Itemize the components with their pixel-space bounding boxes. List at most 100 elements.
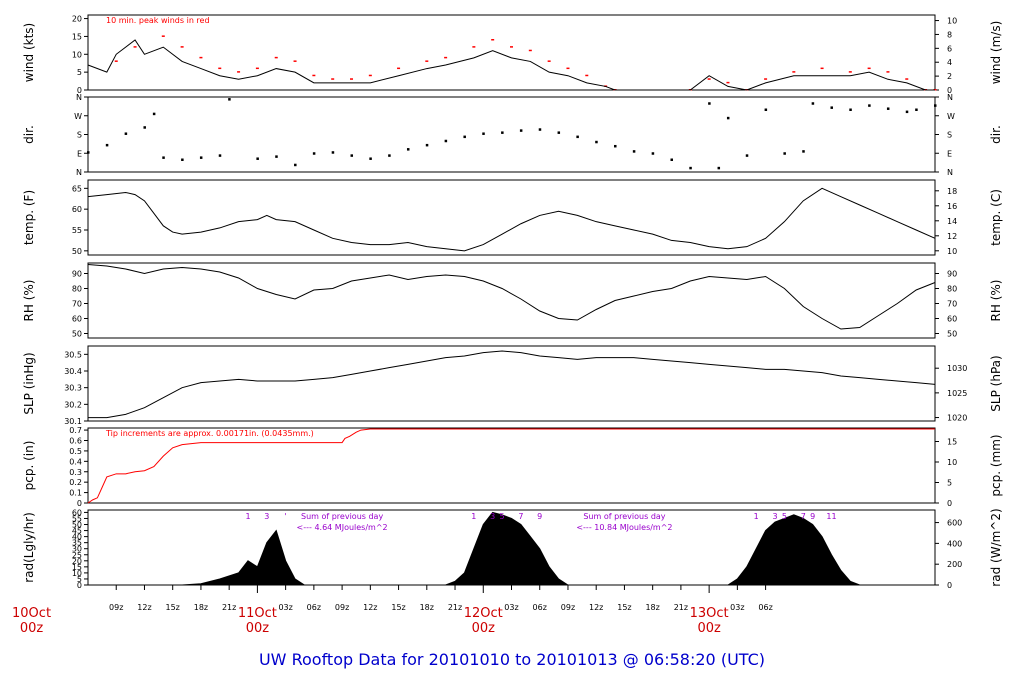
dir-point [105, 143, 109, 147]
ytick-label-rad: 10 [72, 569, 82, 578]
peak-wind-mark [161, 35, 165, 37]
dir-point [632, 150, 636, 153]
ytick-right-label-pcp: 15 [947, 437, 957, 446]
peak-wind-mark [764, 78, 768, 80]
dir-point [670, 158, 673, 161]
day-tick-label: 13Oct [690, 606, 729, 621]
hour-tick-label: 12z [363, 603, 377, 612]
ytick-right-label-wind: 6 [947, 44, 952, 53]
dir-point [595, 140, 598, 144]
day-tick-sub: 00z [697, 621, 721, 636]
dir-point [463, 135, 466, 139]
dir-point [181, 158, 184, 161]
hour-tick-label: 15z [617, 603, 631, 612]
ytick-right-label-rad: 400 [947, 539, 962, 548]
ytick-right-label-rad: 200 [947, 560, 962, 569]
ytick-label-rad: 30 [72, 545, 82, 554]
ytick-right-label-slp: 1030 [947, 364, 967, 373]
dir-point [557, 131, 561, 134]
ytick-label-dir: S [77, 131, 82, 140]
dir-point [934, 104, 937, 107]
ytick-label-rh: 70 [72, 300, 82, 309]
ylabel-left-slp: SLP (inHg) [22, 352, 36, 414]
ytick-label-rad: 5 [77, 575, 82, 584]
solar-hour-mark: 7 [801, 512, 806, 521]
day-tick-label: 11Oct [238, 606, 277, 621]
peak-wind-mark [886, 71, 890, 73]
peak-wind-mark [331, 78, 335, 80]
hour-tick-label: 15z [391, 603, 405, 612]
ytick-label-pcp: 0.1 [69, 489, 82, 498]
dir-point [576, 135, 579, 139]
ytick-label-rad: 20 [72, 557, 82, 566]
hour-tick-label: 09z [109, 603, 123, 612]
ylabel-left-temp: temp. (F) [22, 190, 36, 245]
page-title: UW Rooftop Data for 20101010 to 20101013… [258, 650, 766, 669]
solar-hour-mark: 3 [772, 512, 777, 521]
ytick-label-slp: 30.4 [64, 367, 82, 376]
panel-frame-temp [87, 179, 936, 256]
day-tick-sub: 00z [472, 621, 496, 636]
peak-wind-mark [312, 74, 316, 77]
dir-point [87, 151, 90, 154]
peak-wind-mark [237, 71, 241, 73]
ytick-label-pcp: 0.2 [69, 478, 82, 487]
ytick-label-pcp: 0.6 [69, 437, 82, 446]
ytick-label-slp: 30.2 [64, 400, 82, 409]
dir-point [124, 132, 128, 135]
ytick-right-label-rad: 600 [947, 519, 962, 528]
solar-hour-mark: 3 [264, 512, 269, 521]
ytick-right-label-rh: 60 [947, 315, 957, 324]
ytick-right-label-wind: 8 [947, 30, 952, 39]
ytick-label-rad: 50 [72, 521, 82, 530]
panel-frame-wind [87, 14, 936, 91]
ytick-right-label-rad: 0 [947, 581, 952, 590]
ylabel-left-rad: rad(Lgly/hr) [22, 512, 36, 583]
hour-tick-label: 06z [307, 603, 321, 612]
day-tick-label: 12Oct [464, 606, 503, 621]
dir-point [162, 156, 165, 159]
peak-wind-mark [528, 49, 532, 52]
panel-frame-slp [87, 345, 936, 422]
ytick-label-temp: 60 [72, 205, 82, 214]
peak-wind-mark [425, 60, 429, 62]
peak-wind-mark [444, 56, 448, 59]
dir-point [886, 107, 890, 110]
ytick-right-label-temp: 18 [947, 187, 957, 196]
series-wind-1 [87, 39, 935, 91]
daily-sum-value: <--- 4.64 MJoules/m^2 [297, 523, 388, 532]
ytick-label-dir: W [74, 112, 82, 121]
panel-frame-dir [87, 96, 936, 173]
daily-sum-label: Sum of previous day [583, 512, 665, 521]
ytick-right-label-dir: N [947, 93, 953, 102]
dir-point [717, 166, 721, 170]
dir-point [849, 108, 852, 111]
ytick-label-rad: 45 [72, 527, 82, 536]
dir-point [538, 128, 542, 131]
day-tick-sub: 00z [20, 621, 44, 636]
peak-wind-mark [397, 67, 401, 70]
day-tick-sub: 00z [246, 621, 270, 636]
ytick-right-label-temp: 14 [947, 217, 957, 226]
panel-frame-rh [87, 262, 936, 339]
hour-tick-label: 06z [758, 603, 772, 612]
peak-wind-mark [792, 71, 796, 73]
peak-wind-mark [510, 46, 513, 48]
peak-wind-mark [848, 71, 852, 73]
peak-wind-mark [180, 46, 184, 48]
ytick-right-label-dir: N [947, 168, 953, 177]
ytick-right-label-dir: W [947, 112, 955, 121]
dir-point [519, 129, 523, 132]
dir-point [425, 143, 429, 147]
ytick-label-rad: 25 [72, 551, 82, 560]
hour-tick-label: 09z [561, 603, 575, 612]
solar-hour-mark: 9 [537, 512, 542, 521]
ylabel-left-pcp: pcp. (in) [22, 441, 36, 491]
peak-wind-mark [566, 67, 570, 70]
dir-point [802, 150, 805, 153]
hour-tick-label: 21z [222, 603, 236, 612]
peak-wind-mark [293, 60, 297, 62]
peak-wind-mark [133, 46, 137, 48]
dir-point [331, 151, 335, 154]
